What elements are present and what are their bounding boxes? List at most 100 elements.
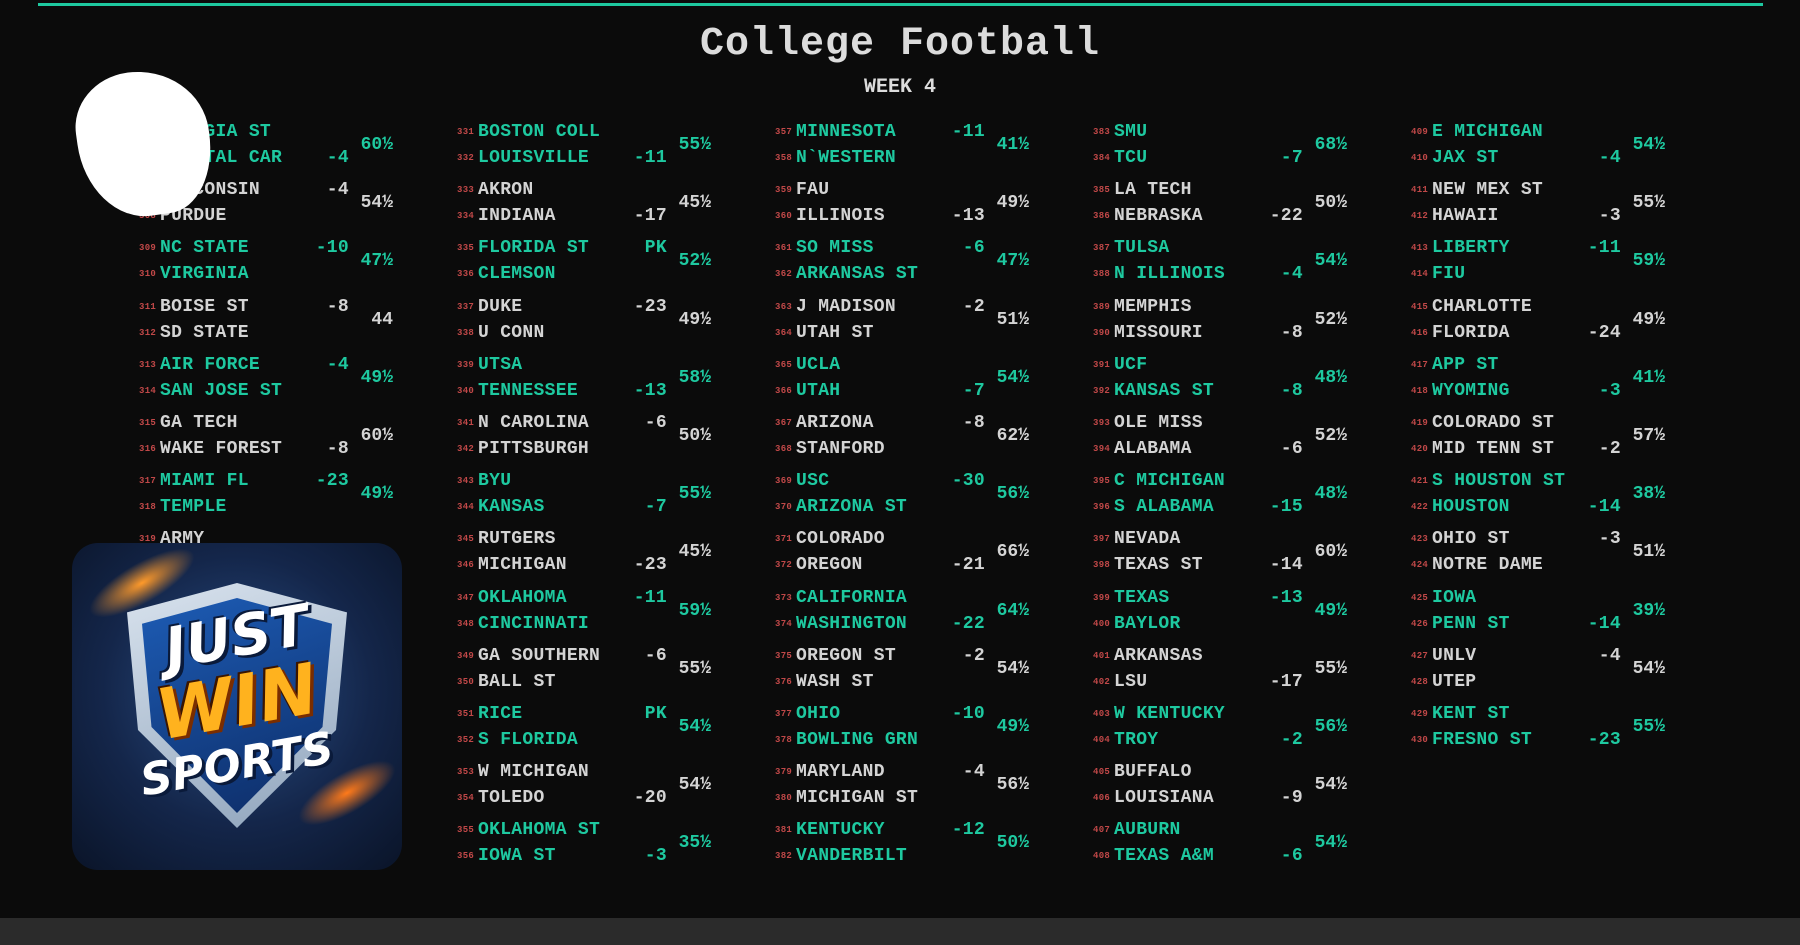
rotation-number: 334: [457, 211, 475, 222]
team-name: ARKANSAS ST: [796, 264, 919, 285]
home-team-line: 368 STANFORD: [775, 436, 985, 462]
away-team-line: 335 FLORIDA ST PK: [457, 235, 667, 261]
team-name: MID TENN ST: [1432, 439, 1555, 459]
point-spread: -23: [633, 555, 667, 576]
point-spread: -13: [951, 206, 985, 227]
rotation-number: 355: [457, 825, 475, 836]
game-row: 309 NC STATE -10 310 VIRGINIA 47½: [139, 235, 409, 287]
over-under-total: 59½: [1632, 251, 1665, 272]
home-team-line: 316 WAKE FOREST -8: [139, 436, 349, 462]
point-spread: -8: [326, 296, 349, 317]
away-team-line: 351 RICE PK: [457, 701, 667, 727]
away-team-line: 381 KENTUCKY -12: [775, 817, 985, 843]
rotation-number: 390: [1093, 327, 1111, 338]
point-spread: -10: [951, 704, 985, 724]
team-name: UCLA: [796, 354, 841, 375]
away-team-line: 361 SO MISS -6: [775, 235, 985, 261]
home-team-line: 424 NOTRE DAME: [1411, 552, 1621, 578]
rotation-number: 377: [775, 709, 793, 719]
point-spread: -8: [1280, 322, 1303, 343]
rotation-number: 357: [775, 127, 793, 137]
team-name: BYU: [478, 471, 512, 492]
team-name: COLORADO ST: [1432, 413, 1555, 433]
team-name: FLORIDA: [1432, 322, 1510, 343]
point-spread: -3: [1598, 380, 1621, 401]
team-name: NEBRASKA: [1114, 206, 1203, 227]
game-row: 335 FLORIDA ST PK 336 CLEMSON 52½: [457, 235, 727, 287]
away-team-line: 377 OHIO -10: [775, 701, 985, 727]
rotation-number: 394: [1093, 444, 1111, 454]
game-row: 381 KENTUCKY -12 382 VANDERBILT 50½: [775, 817, 1045, 869]
away-team-line: 383 SMU: [1093, 119, 1303, 145]
point-spread: -7: [644, 497, 667, 518]
point-spread: PK: [644, 704, 667, 724]
away-team-line: 343 BYU: [457, 468, 667, 494]
team-name: HAWAII: [1432, 206, 1499, 227]
rotation-number: 363: [775, 301, 793, 312]
team-name: NEW MEX ST: [1432, 180, 1544, 201]
rotation-number: 340: [457, 385, 475, 396]
over-under-total: 54½: [678, 775, 711, 796]
rotation-number: 309: [139, 243, 157, 254]
home-team-line: 350 BALL ST: [457, 669, 667, 695]
team-name: BALL ST: [478, 671, 556, 692]
over-under-total: 47½: [360, 251, 393, 272]
team-name: LSU: [1114, 671, 1148, 692]
over-under-total: 49½: [360, 367, 393, 388]
home-team-line: 344 KANSAS -7: [457, 494, 667, 520]
week-label: WEEK 4: [863, 76, 936, 99]
home-team-line: 334 INDIANA -17: [457, 203, 667, 229]
away-team-line: 357 MINNESOTA -11: [775, 119, 985, 145]
home-team-line: 408 TEXAS A&M -6: [1093, 843, 1303, 869]
rotation-number: 308: [139, 211, 157, 222]
point-spread: -11: [951, 122, 985, 142]
point-spread: -23: [1587, 730, 1621, 750]
rotation-number: 395: [1093, 476, 1111, 487]
rotation-number: 316: [139, 444, 157, 454]
away-team-line: 317 MIAMI FL -23: [139, 468, 349, 494]
team-name: CINCINNATI: [478, 613, 590, 634]
over-under-total: 54½: [996, 367, 1029, 388]
rotation-number: 352: [457, 735, 475, 745]
rotation-number: 385: [1093, 185, 1111, 196]
rotation-number: 422: [1411, 502, 1429, 513]
game-row: 391 UCF 392 KANSAS ST -8 48½: [1093, 352, 1363, 404]
team-name: S HOUSTON ST: [1432, 471, 1566, 492]
point-spread: -24: [1587, 322, 1621, 343]
point-spread: -14: [1587, 613, 1621, 634]
game-row: 313 AIR FORCE -4 314 SAN JOSE ST 49½: [139, 352, 409, 404]
rotation-number: 383: [1093, 127, 1111, 137]
rotation-number: 374: [775, 618, 793, 629]
team-name: MICHIGAN ST: [796, 788, 919, 809]
team-name: BAYLOR: [1114, 613, 1181, 634]
over-under-total: 55½: [678, 484, 711, 505]
team-name: HOUSTON: [1432, 497, 1510, 518]
point-spread: -17: [1269, 671, 1303, 692]
rotation-number: 353: [457, 767, 475, 778]
game-row: 395 C MICHIGAN 396 S ALABAMA -15 48½: [1093, 468, 1363, 520]
point-spread: -4: [962, 762, 985, 783]
team-name: CALIFORNIA: [796, 587, 908, 608]
home-team-line: 332 LOUISVILLE -11: [457, 145, 667, 171]
team-name: GA TECH: [160, 413, 238, 433]
over-under-total: 54½: [1314, 251, 1347, 272]
team-name: FRESNO ST: [1432, 730, 1532, 750]
rotation-number: 419: [1411, 418, 1429, 428]
over-under-total: 35½: [678, 833, 711, 854]
over-under-total: 68½: [1314, 135, 1347, 155]
game-row: 399 TEXAS -13 400 BAYLOR 49½: [1093, 585, 1363, 637]
rotation-number: 408: [1093, 851, 1111, 862]
home-team-line: 394 ALABAMA -6: [1093, 436, 1303, 462]
rotation-number: 359: [775, 185, 793, 196]
home-team-line: 390 MISSOURI -8: [1093, 320, 1303, 346]
over-under-total: 60½: [360, 426, 393, 446]
team-name: CHARLOTTE: [1432, 296, 1532, 317]
away-team-line: 359 FAU: [775, 177, 985, 203]
away-team-line: 385 LA TECH: [1093, 177, 1303, 203]
over-under-total: 56½: [996, 775, 1029, 796]
game-row: 333 AKRON 334 INDIANA -17 45½: [457, 177, 727, 229]
over-under-total: 50½: [678, 426, 711, 446]
rotation-number: 360: [775, 211, 793, 222]
rotation-number: 424: [1411, 560, 1429, 571]
home-team-line: 358 N`WESTERN: [775, 145, 985, 171]
